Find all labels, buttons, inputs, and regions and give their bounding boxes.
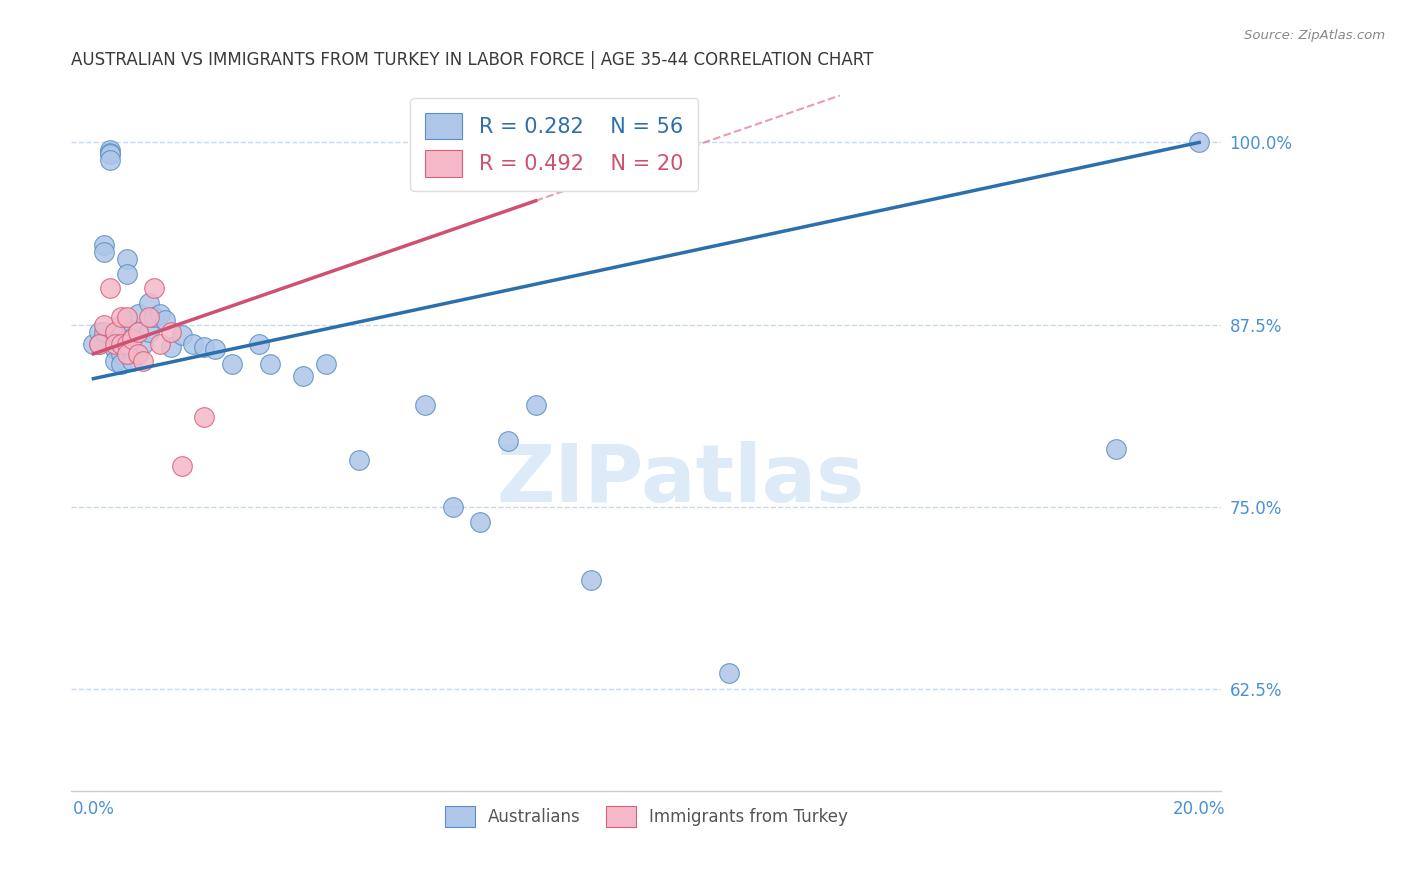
Point [93,325,115,339]
Point [115,313,138,327]
Point [93,318,115,332]
Text: AUSTRALIAN VS IMMIGRANTS FROM TURKEY IN LABOR FORCE | AGE 35-44 CORRELATION CHAR: AUSTRALIAN VS IMMIGRANTS FROM TURKEY IN … [72,51,873,69]
Point [127,325,149,339]
Point [221,357,243,371]
Point [127,325,149,339]
Point [115,267,138,281]
Point [170,459,193,474]
Point [115,347,138,361]
Point [441,500,464,514]
Legend: Australians, Immigrants from Turkey: Australians, Immigrants from Turkey [437,799,855,834]
Point [98,281,121,295]
Point [110,318,132,332]
Point [127,347,149,361]
Point [87,336,110,351]
Point [98,147,121,161]
Point [149,336,172,351]
Point [121,331,143,345]
Point [413,398,436,412]
Point [104,336,127,351]
Point [93,244,115,259]
Point [138,310,160,325]
Point [110,347,132,361]
Point [115,310,138,325]
Point [315,357,337,371]
Text: ZIPatlas: ZIPatlas [496,442,865,519]
Point [115,336,138,351]
Point [110,340,132,354]
Point [1105,442,1128,456]
Point [143,310,166,325]
Point [718,666,741,681]
Point [143,281,166,295]
Point [104,354,127,368]
Point [292,368,315,383]
Point [181,336,204,351]
Point [579,573,602,587]
Point [110,336,132,351]
Point [82,336,104,351]
Point [110,327,132,342]
Point [104,343,127,357]
Point [87,325,110,339]
Point [193,409,215,424]
Point [138,325,160,339]
Point [204,343,226,357]
Point [159,325,181,339]
Point [132,354,155,368]
Point [155,313,177,327]
Point [110,310,132,325]
Point [193,340,215,354]
Point [121,343,143,357]
Point [104,340,127,354]
Point [110,357,132,371]
Point [98,143,121,157]
Point [127,308,149,322]
Point [98,145,121,160]
Point [259,357,281,371]
Point [93,237,115,252]
Point [347,453,370,467]
Point [104,325,127,339]
Point [170,327,193,342]
Point [470,515,492,529]
Point [138,295,160,310]
Point [104,336,127,351]
Point [121,332,143,346]
Point [132,336,155,351]
Point [121,354,143,368]
Point [524,398,547,412]
Point [247,336,270,351]
Point [1188,136,1211,150]
Text: Source: ZipAtlas.com: Source: ZipAtlas.com [1244,29,1385,42]
Point [121,322,143,336]
Point [104,325,127,339]
Point [98,153,121,167]
Point [149,308,172,322]
Point [496,434,519,449]
Point [115,252,138,266]
Point [87,336,110,351]
Point [159,340,181,354]
Point [115,332,138,346]
